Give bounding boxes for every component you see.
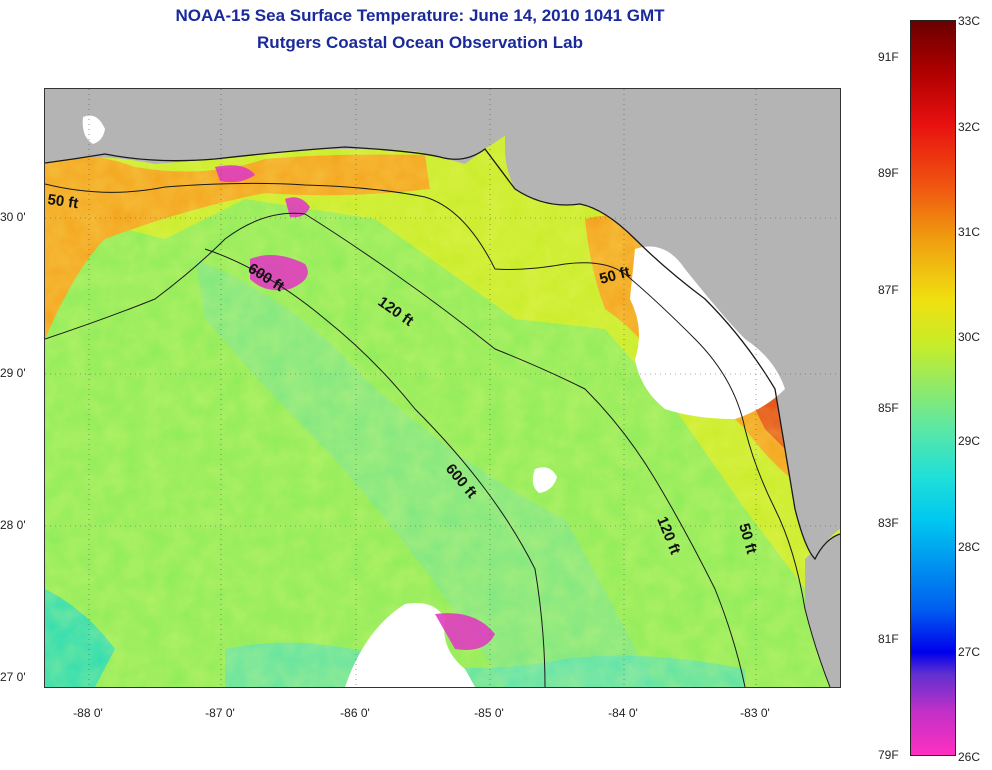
contour-120ft [45, 212, 746, 687]
coastline [45, 146, 840, 561]
colorbar-c-29: 29C [958, 434, 981, 448]
land-east [505, 89, 840, 559]
lon-label-88: -88 0' [73, 706, 103, 720]
colorbar-f-87: 87F [878, 283, 899, 297]
colorbar-c-26: 26C [958, 750, 981, 764]
lat-label-28: 28 0' [0, 518, 26, 532]
anomaly-patch-4 [435, 613, 495, 650]
lon-label-87: -87 0' [205, 706, 235, 720]
cloud-small [532, 467, 557, 493]
land-southeast-coast [805, 534, 840, 687]
lon-label-84: -84 0' [608, 706, 638, 720]
colorbar-c-33: 33C [958, 14, 981, 28]
colorbar-c-27: 27C [958, 645, 981, 659]
sst-map: 50 ft 600 ft 120 ft 50 ft 600 ft 120 ft … [44, 88, 841, 688]
lat-label-30: 30 0' [0, 210, 26, 224]
map-subtitle: Rutgers Coastal Ocean Observation Lab [257, 33, 583, 52]
colorbar-f-81: 81F [878, 632, 899, 646]
lat-label-27: 27 0' [0, 670, 26, 684]
contour-600ft [204, 248, 546, 687]
anomaly-patch-2 [285, 197, 310, 218]
colorbar-f-79: 79F [878, 748, 899, 762]
anomaly-patch-1 [250, 255, 308, 291]
contour-label-50ft-west: 50 ft [46, 191, 79, 212]
temperature-colorbar [910, 20, 956, 756]
anomaly-patch-3 [215, 165, 255, 183]
lon-label-86: -86 0' [340, 706, 370, 720]
land-northwest [45, 89, 515, 164]
sst-map-svg: 50 ft 600 ft 120 ft 50 ft 600 ft 120 ft … [45, 89, 840, 687]
colorbar-f-91: 91F [878, 50, 899, 64]
lon-label-85: -85 0' [474, 706, 504, 720]
colorbar-c-28: 28C [958, 540, 981, 554]
colorbar-c-32: 32C [958, 120, 981, 134]
colorbar-f-85: 85F [878, 401, 899, 415]
lat-label-29: 29 0' [0, 366, 26, 380]
colorbar-f-83: 83F [878, 516, 899, 530]
cloud-big-bend [630, 246, 785, 419]
colorbar-c-30: 30C [958, 330, 981, 344]
map-title: NOAA-15 Sea Surface Temperature: June 14… [175, 6, 665, 25]
colorbar-f-89: 89F [878, 166, 899, 180]
colorbar-c-31: 31C [958, 225, 981, 239]
lon-label-83: -83 0' [740, 706, 770, 720]
contour-50ft [45, 182, 831, 687]
land-mobile-white [82, 115, 105, 144]
